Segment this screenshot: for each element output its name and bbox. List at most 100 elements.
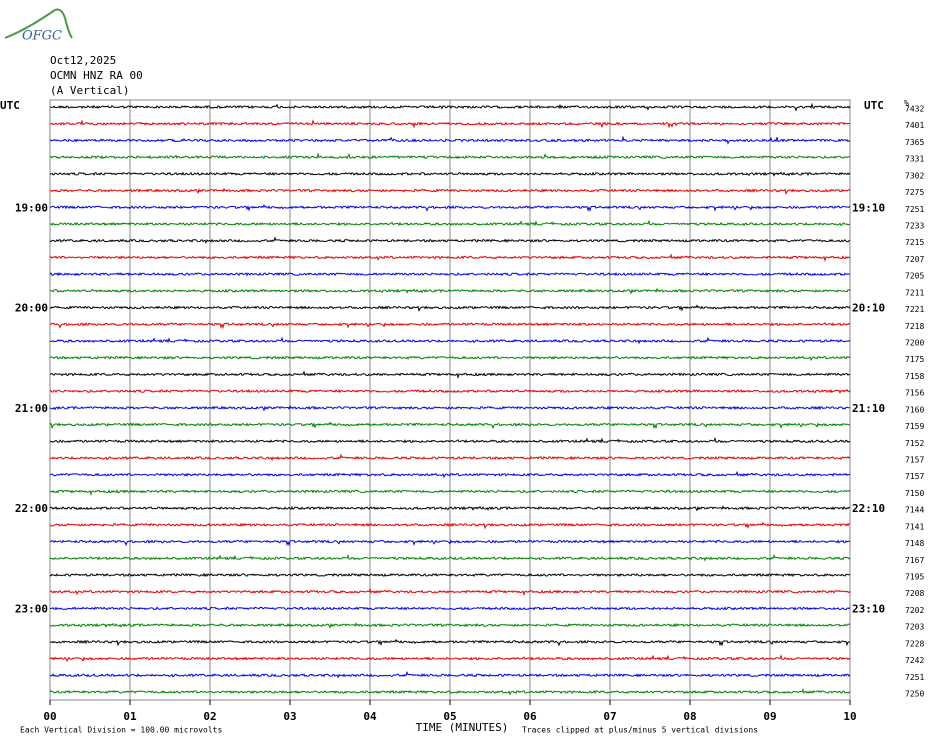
scale-label: 7302: [905, 171, 924, 180]
scale-label: 7215: [905, 238, 924, 247]
trace: [49, 505, 851, 512]
title-line: (A Vertical): [50, 84, 129, 97]
x-tick-label: 02: [203, 710, 216, 723]
logo-text: OFGC: [22, 29, 62, 44]
trace: [49, 388, 851, 395]
scale-label: 7251: [905, 205, 924, 214]
x-tick-label: 03: [283, 710, 296, 723]
scale-label: 7221: [905, 305, 924, 314]
scale-label: 7157: [905, 472, 924, 481]
footer-right: Traces clipped at plus/minus 5 vertical …: [522, 726, 758, 735]
trace: [50, 187, 851, 196]
trace: [49, 355, 851, 362]
scale-label: 7200: [905, 339, 924, 348]
scale-label: 7160: [905, 405, 924, 414]
trace: [49, 404, 851, 412]
scale-label: 7159: [905, 422, 924, 431]
scale-label: 7275: [905, 188, 924, 197]
scale-label: 7218: [905, 322, 924, 331]
trace: [49, 521, 850, 530]
trace: [49, 287, 851, 295]
right-time-label: 19:10: [852, 201, 885, 214]
footer-left: Each Vertical Division = 100.00 microvol…: [20, 726, 222, 735]
scale-label: 7208: [905, 589, 924, 598]
x-tick-label: 01: [123, 710, 137, 723]
trace: [49, 421, 851, 430]
trace: [49, 470, 851, 479]
x-axis-label: TIME (MINUTES): [416, 721, 509, 734]
right-time-label: 21:10: [852, 402, 885, 415]
x-tick-label: 08: [683, 710, 696, 723]
trace: [49, 671, 851, 679]
left-time-label: 22:00: [15, 502, 48, 515]
right-time-label: 23:10: [852, 602, 885, 615]
trace: [49, 453, 851, 462]
scale-label: 7211: [905, 288, 924, 297]
title-line: Oct12,2025: [50, 54, 116, 67]
trace: [49, 638, 851, 647]
left-time-label: 21:00: [15, 402, 48, 415]
x-tick-label: 00: [43, 710, 56, 723]
trace: [49, 553, 851, 562]
scale-label: 7251: [905, 673, 924, 682]
trace: [49, 236, 851, 245]
x-tick-label: 05: [443, 710, 456, 723]
scale-label: 7141: [905, 522, 924, 531]
trace: [49, 204, 851, 213]
left-time-label: 19:00: [15, 201, 48, 214]
scale-label: 7202: [905, 606, 924, 615]
title-line: OCMN HNZ RA 00: [50, 69, 143, 82]
trace: [49, 135, 851, 145]
trace: [49, 489, 851, 496]
right-header: UTC: [864, 99, 884, 112]
x-tick-label: 04: [363, 710, 377, 723]
trace: [49, 304, 851, 313]
scale-label: 7148: [905, 539, 924, 548]
scale-label: 7175: [905, 355, 924, 364]
trace: [49, 622, 851, 629]
left-header: UTC: [0, 99, 20, 112]
trace: [49, 587, 851, 597]
scale-header: %: [904, 99, 909, 108]
scale-label: 7157: [905, 456, 924, 465]
scale-label: 7158: [905, 372, 924, 381]
x-tick-label: 06: [523, 710, 537, 723]
scale-label: 7432: [905, 105, 924, 114]
trace: [49, 152, 851, 160]
scale-label: 7205: [905, 272, 924, 281]
left-time-label: 20:00: [15, 302, 48, 315]
trace: [49, 606, 851, 611]
right-time-label: 20:10: [852, 302, 885, 315]
scale-label: 7250: [905, 690, 924, 699]
scale-label: 7195: [905, 573, 924, 582]
scale-label: 7365: [905, 138, 924, 147]
x-tick-label: 07: [603, 710, 616, 723]
trace: [50, 322, 851, 330]
scale-label: 7156: [905, 389, 924, 398]
scale-label: 7242: [905, 656, 924, 665]
scale-label: 7167: [905, 556, 924, 565]
scale-label: 7203: [905, 623, 924, 632]
scale-label: 7152: [905, 439, 924, 448]
right-time-label: 22:10: [852, 502, 885, 515]
left-time-label: 23:00: [15, 602, 48, 615]
trace: [49, 171, 851, 177]
x-tick-label: 10: [843, 710, 856, 723]
trace: [49, 572, 851, 578]
scale-label: 7228: [905, 639, 924, 648]
trace: [49, 436, 851, 444]
scale-label: 7150: [905, 489, 924, 498]
trace: [49, 219, 851, 227]
trace: [49, 253, 851, 262]
scale-label: 7144: [905, 506, 924, 515]
trace: [49, 370, 851, 379]
logo-mark: [4, 8, 73, 39]
trace: [49, 119, 851, 129]
scale-label: 7207: [905, 255, 924, 264]
trace: [49, 272, 851, 277]
trace: [49, 336, 851, 345]
trace: [49, 688, 851, 696]
trace: [49, 539, 851, 547]
trace: [49, 654, 851, 662]
